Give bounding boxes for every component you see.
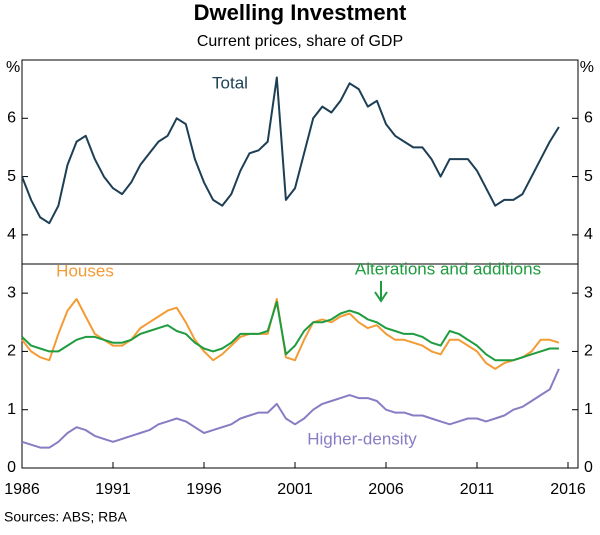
- x-tick-label: 1986: [4, 481, 40, 498]
- x-tick-label: 2006: [368, 481, 404, 498]
- series-label: Alterations and additions: [355, 259, 541, 278]
- y-tick-label-left: 5: [7, 168, 16, 185]
- y-tick-label-right: 3: [584, 284, 593, 301]
- x-tick-label: 1991: [95, 481, 131, 498]
- y-tick-label-right: 4: [584, 226, 593, 243]
- chart-subtitle: Current prices, share of GDP: [197, 33, 403, 50]
- series-line: [21, 76, 560, 225]
- y-tick-label-left: 0: [7, 459, 16, 476]
- x-tick-label: 2016: [550, 481, 586, 498]
- y-tick-label-left: 3: [7, 284, 16, 301]
- y-tick-label-right: 5: [584, 168, 593, 185]
- x-tick-label: 2011: [460, 481, 495, 498]
- series-line: [21, 368, 560, 449]
- y-unit-left: %: [6, 59, 20, 76]
- y-tick-label-right: 0: [584, 459, 593, 476]
- series-label: Houses: [56, 261, 114, 280]
- series-line: [21, 300, 559, 362]
- x-tick-label: 2001: [277, 481, 313, 498]
- y-tick-label-left: 1: [7, 401, 16, 418]
- x-tick-label: 1996: [186, 481, 222, 498]
- y-tick-label-left: 2: [7, 343, 16, 360]
- annotation-arrow: [374, 281, 388, 303]
- y-unit-right: %: [580, 59, 594, 76]
- y-tick-label-left: 6: [7, 110, 16, 127]
- y-tick-label-left: 4: [7, 226, 16, 243]
- series-line: [21, 298, 560, 370]
- chart-title: Dwelling Investment: [194, 0, 407, 25]
- y-tick-label-right: 1: [584, 401, 593, 418]
- y-tick-label-right: 2: [584, 343, 593, 360]
- series-label: Total: [212, 73, 248, 92]
- y-tick-label-right: 6: [584, 110, 593, 127]
- series-label: Higher-density: [307, 429, 417, 448]
- source-note: Sources: ABS; RBA: [4, 509, 128, 525]
